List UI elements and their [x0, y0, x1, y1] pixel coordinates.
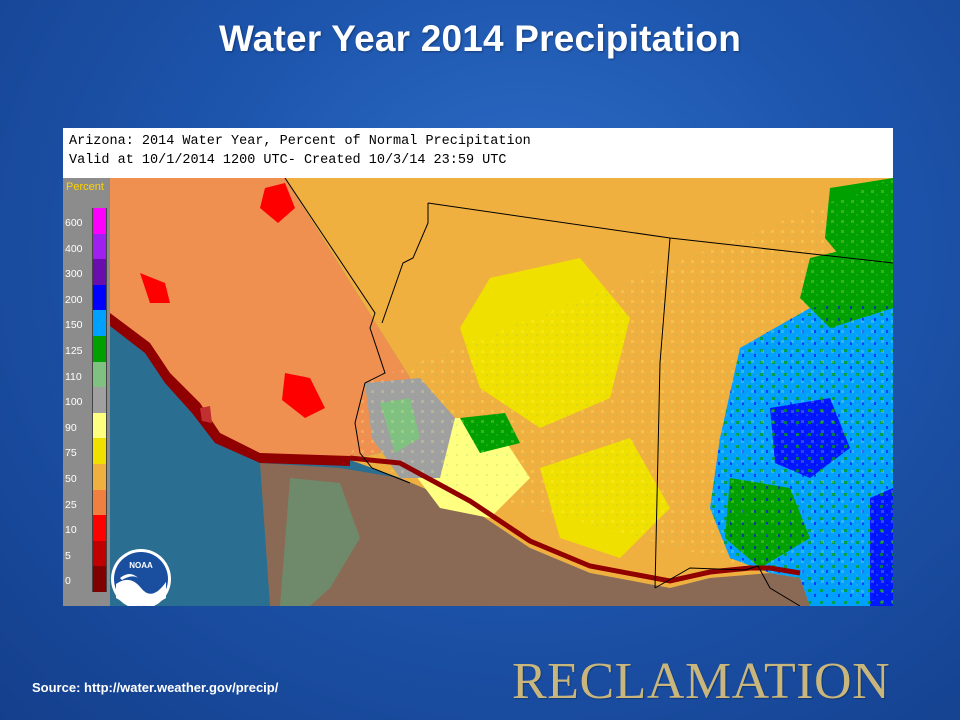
map-header-valid: Valid at 10/1/2014 1200 UTC- Created 10/… — [69, 151, 506, 170]
legend-swatch — [92, 259, 107, 285]
percent-legend: Percent 600 400 300 200 150 125 110 100 90 75 50 25… — [63, 178, 110, 606]
legend-swatch — [92, 438, 107, 464]
legend-swatch — [92, 336, 107, 362]
legend-label: 110 — [65, 371, 87, 383]
legend-label: 0 — [65, 575, 87, 587]
legend-swatch — [92, 541, 107, 567]
legend-label: 200 — [65, 294, 87, 306]
legend-label: 10 — [65, 524, 87, 536]
legend-label: 5 — [65, 550, 87, 562]
legend-swatch — [92, 490, 107, 516]
legend-swatch — [92, 515, 107, 541]
legend-label: 300 — [65, 268, 87, 280]
legend-swatch — [92, 387, 107, 413]
noaa-logo: NOAA — [110, 548, 172, 606]
legend-title: Percent — [66, 181, 104, 193]
legend-label: 150 — [65, 319, 87, 331]
legend-label: 50 — [65, 473, 87, 485]
legend-swatch — [92, 566, 107, 592]
map-image — [110, 178, 893, 606]
source-text: Source: http://water.weather.gov/precip/ — [32, 680, 278, 695]
slide-title: Water Year 2014 Precipitation — [0, 18, 960, 60]
precipitation-map: Arizona: 2014 Water Year, Percent of Nor… — [63, 128, 893, 606]
legend-label: 75 — [65, 447, 87, 459]
legend-swatch — [92, 310, 107, 336]
legend-swatch — [92, 285, 107, 311]
legend-swatch — [92, 413, 107, 439]
legend-swatch — [92, 208, 107, 234]
map-header-title: Arizona: 2014 Water Year, Percent of Nor… — [69, 132, 531, 151]
legend-label: 90 — [65, 422, 87, 434]
map-header: Arizona: 2014 Water Year, Percent of Nor… — [63, 128, 893, 178]
legend-label: 25 — [65, 499, 87, 511]
reclamation-logo: RECLAMATION — [512, 652, 890, 711]
legend-label: 400 — [65, 243, 87, 255]
legend-label: 600 — [65, 217, 87, 229]
legend-swatch — [92, 362, 107, 388]
noaa-label: NOAA — [129, 561, 153, 570]
legend-label: 125 — [65, 345, 87, 357]
legend-label: 100 — [65, 396, 87, 408]
legend-swatch — [92, 464, 107, 490]
legend-swatch — [92, 234, 107, 260]
